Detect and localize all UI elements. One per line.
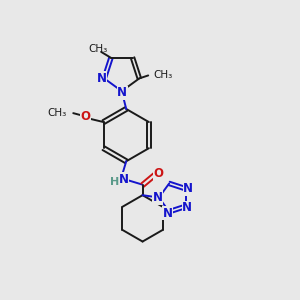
Text: O: O	[154, 167, 164, 180]
Text: CH₃: CH₃	[88, 44, 107, 55]
Text: N: N	[183, 182, 193, 195]
Text: N: N	[119, 172, 129, 186]
Text: N: N	[117, 86, 128, 99]
Text: N: N	[163, 207, 173, 220]
Text: N: N	[97, 72, 107, 85]
Text: CH₃: CH₃	[47, 108, 67, 118]
Text: CH₃: CH₃	[154, 70, 173, 80]
Text: O: O	[80, 110, 90, 123]
Text: N: N	[182, 201, 192, 214]
Text: N: N	[152, 191, 162, 204]
Text: H: H	[110, 177, 120, 187]
